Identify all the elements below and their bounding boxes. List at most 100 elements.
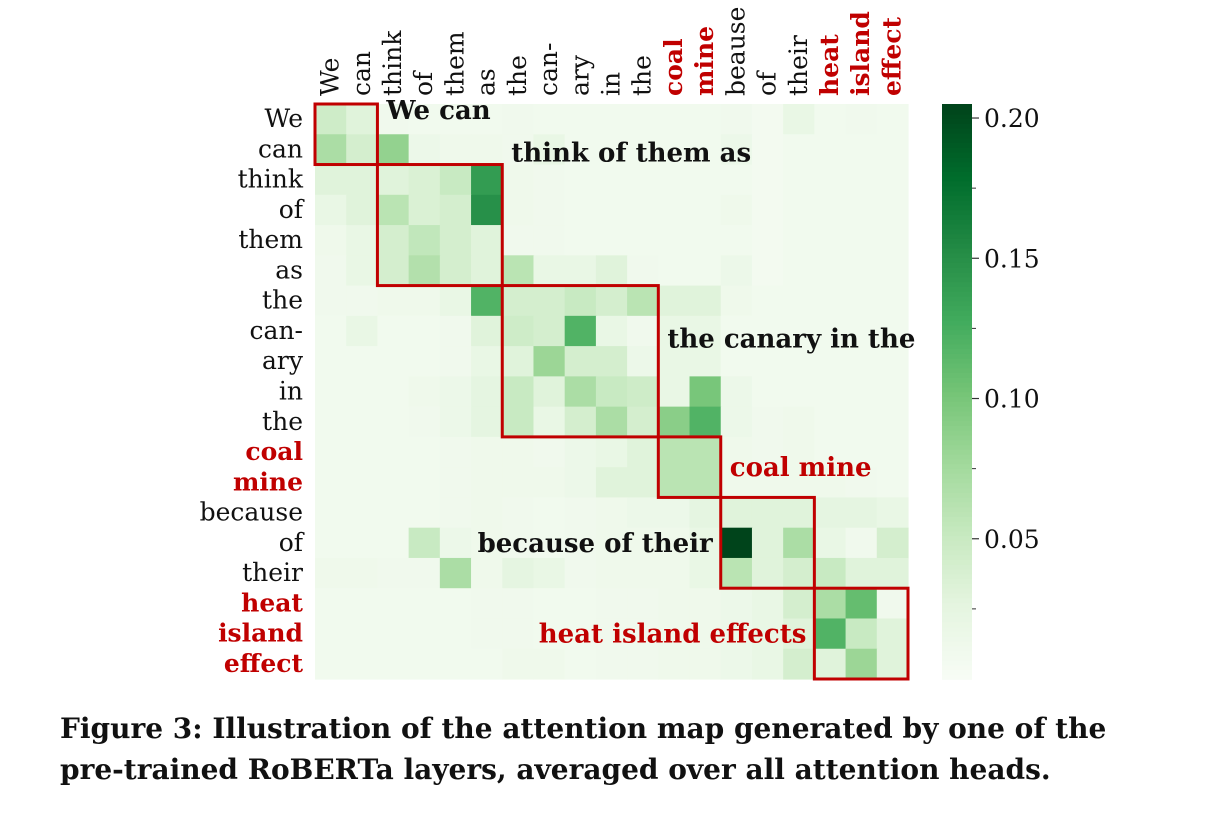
heatmap-cell [377, 527, 410, 559]
colorbar-step [942, 487, 972, 493]
y-tick-label: think [238, 165, 304, 194]
heatmap-cell [533, 467, 566, 499]
heatmap-cell [814, 648, 847, 680]
segment-label: heat island effects [539, 620, 807, 650]
heatmap-cell [315, 255, 347, 287]
segment-box [313, 102, 379, 167]
heatmap-cell [876, 648, 909, 680]
heatmap-cell [627, 588, 659, 620]
heatmap-cell [689, 285, 722, 317]
heatmap-cell [315, 134, 347, 166]
heatmap-cell [689, 497, 722, 529]
colorbar-step [942, 453, 972, 460]
x-tick-label: coal [659, 38, 688, 96]
heatmap-cell [439, 164, 472, 196]
segment-label: because of their [478, 529, 713, 559]
heatmap-cell [564, 376, 597, 408]
heatmap-cell [564, 315, 597, 347]
heatmap-cell [315, 467, 347, 499]
heatmap-cell [439, 376, 472, 408]
colorbar-tick-label: 0.05 [984, 525, 1040, 554]
heatmap-cell [658, 285, 691, 317]
colorbar-step [942, 334, 972, 340]
heatmap-cell [502, 436, 535, 468]
figure-caption: Figure 3: Illustration of the attention … [60, 708, 1210, 790]
heatmap-cell [595, 194, 628, 226]
x-tick-label: in [597, 72, 626, 96]
heatmap-cell [814, 225, 847, 256]
heatmap-cell [502, 285, 535, 317]
heatmap-cell [720, 527, 753, 559]
heatmap-cell [346, 164, 379, 196]
heatmap-cell [783, 406, 815, 438]
y-tick-label: We [265, 104, 303, 133]
heatmap-cell [377, 467, 410, 499]
heatmap-cell [315, 648, 347, 680]
heatmap-cell [439, 648, 472, 680]
y-tick-label: in [279, 377, 303, 406]
heatmap-cell [408, 255, 441, 287]
heatmap-cell [658, 497, 691, 529]
heatmap-cell [595, 557, 628, 589]
heatmap-cell [876, 557, 909, 589]
heatmap-cell [783, 588, 815, 620]
heatmap-cell [533, 164, 566, 196]
heatmap-cell [439, 255, 472, 287]
heatmap-cells [315, 104, 909, 680]
x-tick-label: can [347, 51, 376, 96]
heatmap-cell [502, 376, 535, 408]
x-tick-label: island [846, 11, 875, 96]
heatmap-cell [595, 406, 628, 438]
colorbar-step [942, 204, 972, 211]
x-tick-label: effect [877, 16, 906, 96]
colorbar-step [942, 597, 972, 604]
colorbar-step [942, 209, 972, 216]
heatmap-cell [658, 436, 691, 468]
heatmap-cell [346, 255, 379, 287]
heatmap-cell [595, 436, 628, 468]
heatmap-cell [408, 557, 441, 589]
heatmap-cell [377, 376, 410, 408]
caption-line-1: Figure 3: Illustration of the attention … [60, 712, 1107, 745]
heatmap-cell [627, 618, 659, 650]
x-tick-label: think [378, 30, 407, 96]
heatmap-cell [876, 164, 909, 196]
colorbar-step [942, 137, 972, 144]
colorbar-step [942, 252, 972, 259]
heatmap-cell [564, 588, 597, 620]
heatmap-cell [814, 557, 847, 589]
heatmap-cell [408, 436, 441, 468]
colorbar-step [942, 286, 972, 292]
heatmap-cell [689, 467, 722, 499]
heatmap-cell [377, 104, 410, 135]
colorbar-step [942, 463, 972, 469]
heatmap-cell [876, 104, 909, 135]
colorbar-step [942, 180, 972, 187]
heatmap-cell [502, 406, 535, 438]
heatmap-cell [595, 618, 628, 650]
colorbar-step [942, 664, 972, 671]
y-tick-label: the [262, 286, 303, 315]
heatmap-cell [751, 315, 784, 347]
heatmap-cell [627, 436, 659, 468]
colorbar-step [942, 362, 972, 369]
heatmap-cell [689, 134, 722, 166]
heatmap-cell [876, 497, 909, 529]
heatmap-cell [751, 648, 784, 680]
heatmap-cell [346, 588, 379, 620]
heatmap-cell [876, 134, 909, 166]
heatmap-cell [377, 406, 410, 438]
heatmap-cell [751, 346, 784, 377]
heatmap-cell [564, 406, 597, 438]
heatmap-cell [845, 557, 878, 589]
heatmap-cell [627, 557, 659, 589]
colorbar-step [942, 257, 972, 263]
colorbar-step [942, 401, 972, 407]
heatmap-cell [658, 255, 691, 287]
colorbar-step [942, 472, 972, 479]
heatmap-cell [471, 104, 503, 135]
heatmap-cell [658, 315, 691, 347]
heatmap-cell [471, 557, 503, 589]
heatmap-cell [346, 315, 379, 347]
heatmap-cell [564, 497, 597, 529]
